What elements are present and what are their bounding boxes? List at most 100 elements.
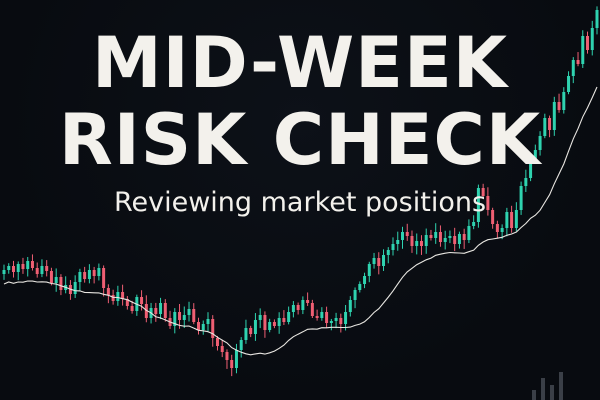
- candle-body: [125, 299, 129, 306]
- candle-body: [54, 277, 58, 283]
- candle-body: [367, 264, 371, 276]
- candle-body: [486, 196, 490, 210]
- candle-body: [239, 340, 243, 350]
- candle-body: [192, 309, 196, 322]
- candle-body: [163, 303, 167, 318]
- candle-body: [11, 266, 15, 272]
- candle-body: [363, 276, 367, 284]
- candle-body: [249, 328, 253, 334]
- candle-body: [49, 271, 53, 283]
- candle-body: [87, 270, 91, 279]
- candle-body: [45, 266, 49, 271]
- candle-body: [391, 244, 395, 250]
- candle-body: [197, 322, 201, 330]
- candle-body: [438, 232, 442, 242]
- candle-body: [472, 222, 476, 226]
- candle-body: [419, 241, 423, 246]
- candle-body: [538, 136, 542, 150]
- candle-body: [548, 118, 552, 130]
- candle-body: [481, 188, 485, 196]
- candle-body: [467, 226, 471, 240]
- candle-body: [211, 319, 215, 338]
- candle-body: [386, 250, 390, 255]
- candle-body: [215, 338, 219, 346]
- candle-body: [263, 315, 267, 330]
- candle-body: [159, 303, 163, 314]
- candle-body: [339, 318, 343, 324]
- candle-body: [510, 212, 514, 228]
- candle-body: [26, 261, 30, 269]
- subtitle: Reviewing market positions: [113, 187, 487, 218]
- candle-body: [140, 297, 144, 304]
- moving-average-line: [3, 86, 598, 356]
- candle-body: [83, 272, 87, 279]
- candle-body: [116, 292, 120, 301]
- candle-body: [277, 318, 281, 326]
- title-line-1: MID-WEEK: [91, 22, 509, 104]
- candle-body: [206, 319, 210, 324]
- candle-body: [400, 232, 404, 240]
- candle-body: [201, 324, 205, 330]
- candle-body: [500, 228, 504, 232]
- candle-body: [557, 102, 561, 110]
- candle-body: [396, 240, 400, 244]
- candle-body: [225, 352, 229, 360]
- candle-body: [310, 303, 314, 316]
- title-line-2: RISK CHECK: [58, 99, 542, 181]
- candle-body: [519, 186, 523, 210]
- candle-body: [595, 10, 599, 28]
- candle-body: [182, 315, 186, 320]
- candle-body: [590, 28, 594, 50]
- candle-body: [334, 318, 338, 321]
- candle-body: [258, 315, 262, 320]
- candle-body: [282, 318, 286, 322]
- candle-body: [16, 264, 20, 272]
- candle-body: [562, 92, 566, 110]
- candle-body: [453, 236, 457, 244]
- candle-body: [581, 36, 585, 64]
- candle-body: [377, 258, 381, 266]
- candle-body: [73, 282, 77, 294]
- candle-body: [434, 232, 438, 238]
- volume-bar: [559, 372, 563, 400]
- candle-body: [344, 312, 348, 324]
- candle-body: [78, 272, 82, 282]
- candle-body: [315, 316, 319, 318]
- candle-body: [102, 268, 106, 288]
- candle-body: [405, 232, 409, 236]
- candle-body: [505, 212, 509, 228]
- candle-body: [244, 328, 248, 340]
- candle-body: [462, 234, 466, 240]
- volume-bar: [532, 390, 536, 400]
- candle-body: [121, 292, 125, 299]
- candle-body: [92, 270, 96, 276]
- candle-body: [306, 300, 310, 303]
- candle-body: [448, 236, 452, 238]
- candle-body: [353, 290, 357, 300]
- candle-body: [111, 295, 115, 301]
- candle-body: [457, 234, 461, 244]
- candle-body: [301, 300, 305, 310]
- candle-body: [272, 322, 276, 326]
- candle-body: [524, 178, 528, 186]
- candle-body: [144, 304, 148, 318]
- candle-body: [154, 308, 158, 314]
- candle-body: [2, 270, 6, 274]
- candle-body: [586, 36, 590, 50]
- volume-bars: [532, 372, 563, 400]
- candle-body: [234, 350, 238, 368]
- candle-body: [576, 60, 580, 64]
- candle-body: [40, 266, 44, 274]
- candle-body: [382, 255, 386, 266]
- candles: [2, 6, 599, 377]
- candle-body: [567, 76, 571, 92]
- candle-body: [291, 305, 295, 312]
- candle-body: [253, 320, 257, 334]
- candle-body: [7, 266, 11, 270]
- candle-body: [30, 261, 34, 268]
- candle-body: [296, 305, 300, 310]
- candle-body: [268, 322, 272, 330]
- candle-body: [97, 268, 101, 276]
- candle-body: [543, 118, 547, 136]
